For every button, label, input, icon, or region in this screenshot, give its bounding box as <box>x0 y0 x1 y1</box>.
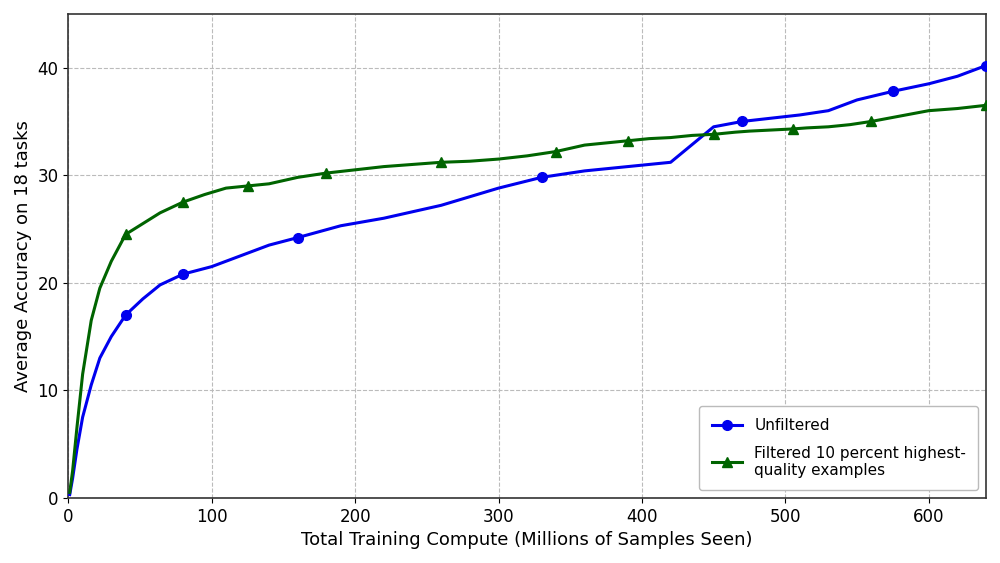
Filtered 10 percent highest-
quality examples <box>67 467 79 474</box>
Filtered 10 percent highest-
quality examples <box>71 425 83 431</box>
Unfiltered <box>137 296 149 302</box>
Filtered 10 percent highest-
quality examples <box>550 148 562 155</box>
Unfiltered <box>105 333 117 340</box>
X-axis label: Total Training Compute (Millions of Samples Seen): Total Training Compute (Millions of Samp… <box>301 531 753 549</box>
Unfiltered <box>177 271 189 278</box>
Line: Unfiltered: Unfiltered <box>65 61 991 499</box>
Filtered 10 percent highest-
quality examples <box>665 134 677 141</box>
Filtered 10 percent highest-
quality examples <box>220 185 232 191</box>
Y-axis label: Average Accuracy on 18 tasks: Average Accuracy on 18 tasks <box>14 120 32 392</box>
Filtered 10 percent highest-
quality examples <box>320 169 332 176</box>
Unfiltered <box>71 446 83 453</box>
Filtered 10 percent highest-
quality examples <box>743 128 755 135</box>
Filtered 10 percent highest-
quality examples <box>242 182 254 189</box>
Filtered 10 percent highest-
quality examples <box>177 199 189 205</box>
Filtered 10 percent highest-
quality examples <box>199 191 211 198</box>
Filtered 10 percent highest-
quality examples <box>64 489 76 496</box>
Unfiltered <box>67 475 79 482</box>
Unfiltered <box>951 73 963 79</box>
Unfiltered <box>851 96 863 103</box>
Unfiltered <box>263 242 275 248</box>
Filtered 10 percent highest-
quality examples <box>120 231 132 238</box>
Filtered 10 percent highest-
quality examples <box>894 113 906 119</box>
Unfiltered <box>378 215 390 222</box>
Filtered 10 percent highest-
quality examples <box>822 123 834 130</box>
Filtered 10 percent highest-
quality examples <box>464 158 476 164</box>
Filtered 10 percent highest-
quality examples <box>787 126 799 132</box>
Filtered 10 percent highest-
quality examples <box>521 153 533 159</box>
Unfiltered <box>77 414 89 421</box>
Filtered 10 percent highest-
quality examples <box>844 121 856 128</box>
Filtered 10 percent highest-
quality examples <box>579 142 591 149</box>
Filtered 10 percent highest-
quality examples <box>154 209 166 216</box>
Filtered 10 percent highest-
quality examples <box>94 285 106 292</box>
Unfiltered <box>234 252 246 259</box>
Unfiltered <box>335 222 347 229</box>
Filtered 10 percent highest-
quality examples <box>493 156 505 163</box>
Filtered 10 percent highest-
quality examples <box>765 127 777 133</box>
Unfiltered <box>822 108 834 114</box>
Unfiltered <box>493 185 505 191</box>
Unfiltered <box>435 202 447 209</box>
Filtered 10 percent highest-
quality examples <box>643 135 655 142</box>
Unfiltered <box>794 111 806 118</box>
Unfiltered <box>923 81 935 87</box>
Filtered 10 percent highest-
quality examples <box>865 118 877 125</box>
Unfiltered <box>579 168 591 175</box>
Filtered 10 percent highest-
quality examples <box>435 159 447 166</box>
Unfiltered <box>736 118 748 125</box>
Line: Filtered 10 percent highest-
quality examples: Filtered 10 percent highest- quality exa… <box>65 100 991 497</box>
Filtered 10 percent highest-
quality examples <box>137 220 149 227</box>
Filtered 10 percent highest-
quality examples <box>85 317 97 324</box>
Filtered 10 percent highest-
quality examples <box>980 102 992 109</box>
Unfiltered <box>536 174 548 181</box>
Filtered 10 percent highest-
quality examples <box>923 108 935 114</box>
Unfiltered <box>85 382 97 388</box>
Filtered 10 percent highest-
quality examples <box>105 258 117 265</box>
Filtered 10 percent highest-
quality examples <box>729 129 741 136</box>
Unfiltered <box>980 62 992 69</box>
Unfiltered <box>64 491 76 498</box>
Unfiltered <box>206 263 218 270</box>
Filtered 10 percent highest-
quality examples <box>77 371 89 378</box>
Filtered 10 percent highest-
quality examples <box>951 105 963 112</box>
Filtered 10 percent highest-
quality examples <box>292 174 304 181</box>
Unfiltered <box>94 355 106 361</box>
Unfiltered <box>154 282 166 288</box>
Filtered 10 percent highest-
quality examples <box>378 163 390 170</box>
Unfiltered <box>120 312 132 319</box>
Legend: Unfiltered, Filtered 10 percent highest-
quality examples: Unfiltered, Filtered 10 percent highest-… <box>699 406 978 490</box>
Unfiltered <box>708 123 720 130</box>
Filtered 10 percent highest-
quality examples <box>600 140 612 146</box>
Unfiltered <box>292 234 304 241</box>
Filtered 10 percent highest-
quality examples <box>801 124 813 131</box>
Filtered 10 percent highest-
quality examples <box>406 161 418 168</box>
Unfiltered <box>622 163 634 170</box>
Filtered 10 percent highest-
quality examples <box>349 167 361 173</box>
Unfiltered <box>765 115 777 122</box>
Filtered 10 percent highest-
quality examples <box>622 137 634 144</box>
Filtered 10 percent highest-
quality examples <box>263 180 275 187</box>
Unfiltered <box>887 88 899 95</box>
Filtered 10 percent highest-
quality examples <box>708 131 720 138</box>
Filtered 10 percent highest-
quality examples <box>686 132 698 139</box>
Unfiltered <box>665 159 677 166</box>
